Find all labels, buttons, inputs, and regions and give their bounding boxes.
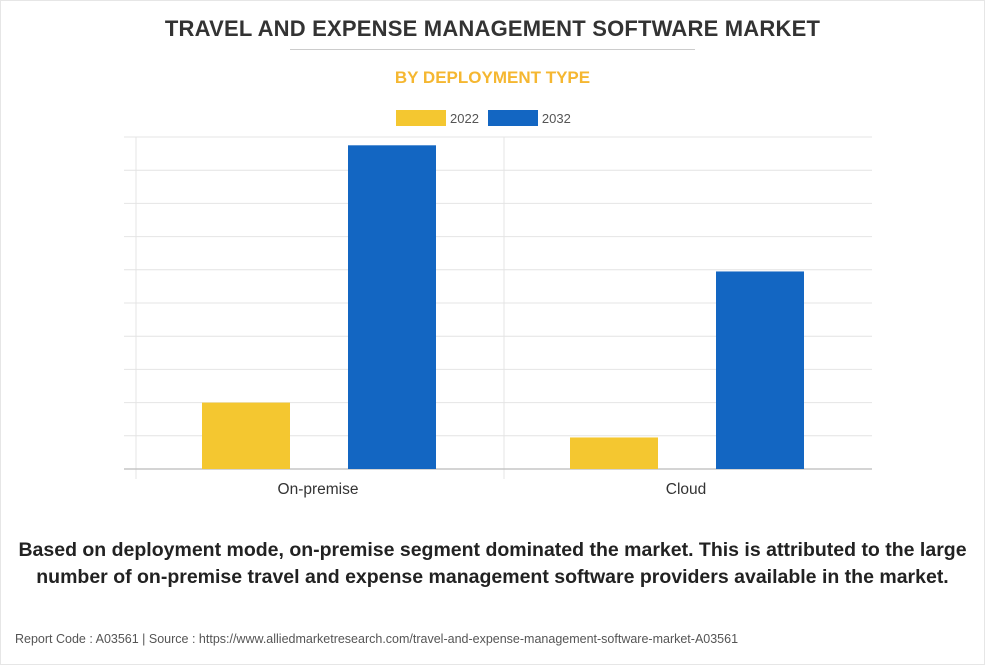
- source-footer: Report Code : A03561 | Source : https://…: [15, 632, 739, 646]
- title-divider: [290, 49, 695, 50]
- bar-cloud-2022: [570, 437, 658, 469]
- chart-subtitle: BY DEPLOYMENT TYPE: [394, 68, 591, 87]
- bar-on-premise-2032: [348, 145, 436, 470]
- legend: 2022 2032: [396, 109, 580, 127]
- bar-cloud-2032: [716, 271, 804, 469]
- legend-label-2032: 2032: [541, 110, 571, 126]
- bar-on-premise-2022: [202, 402, 290, 469]
- legend-item-2032[interactable]: 2032: [487, 110, 571, 126]
- legend-label-2022: 2022: [450, 110, 479, 126]
- chart-title: TRAVEL AND EXPENSE MANAGEMENT SOFTWARE M…: [164, 16, 821, 41]
- legend-item-2022[interactable]: 2022: [396, 110, 479, 126]
- x-tick-label: Cloud: [666, 481, 707, 498]
- x-tick-label: On-premise: [278, 481, 359, 498]
- legend-swatch-2032: [487, 110, 538, 126]
- legend-swatch-2022: [396, 110, 446, 126]
- chart-caption: Based on deployment mode, on-premise seg…: [18, 539, 967, 588]
